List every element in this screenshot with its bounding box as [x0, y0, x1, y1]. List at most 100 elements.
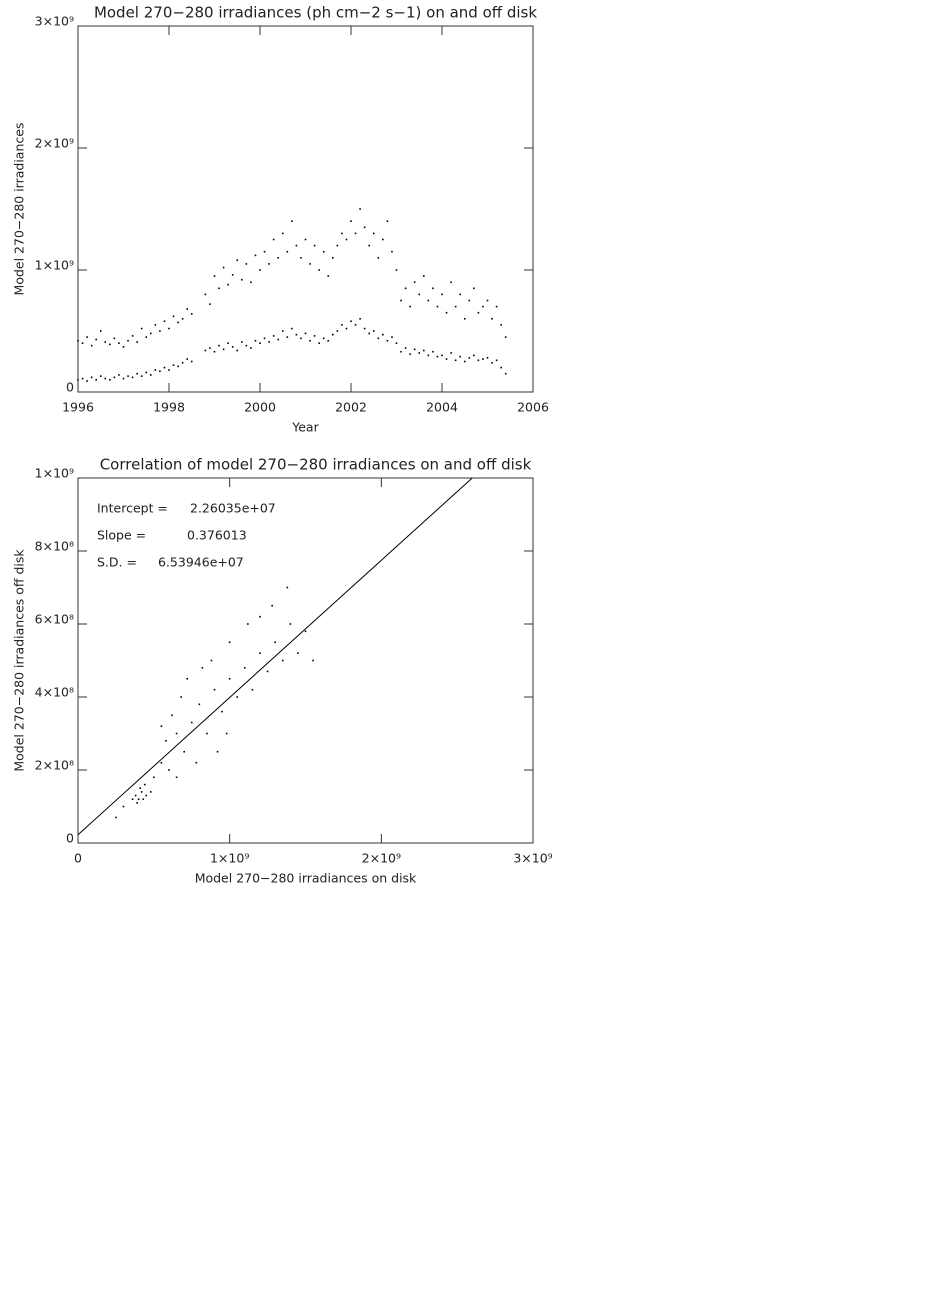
point	[90, 376, 93, 379]
point	[104, 377, 107, 380]
point	[140, 791, 143, 793]
point	[395, 342, 398, 344]
point	[171, 714, 173, 717]
x-tick-label: 2002	[335, 400, 367, 415]
point	[241, 341, 243, 343]
point	[104, 341, 107, 343]
point	[268, 263, 270, 265]
point	[86, 380, 88, 382]
plot-frame	[77, 477, 534, 844]
point	[163, 366, 166, 369]
point	[391, 250, 393, 253]
point	[222, 266, 225, 269]
y-tick-label: 8×10⁸	[35, 539, 74, 554]
point	[504, 372, 507, 375]
x-tick-label: 0	[74, 851, 82, 866]
point	[259, 342, 261, 344]
point	[436, 305, 439, 308]
point	[500, 366, 502, 369]
x-tick-label: 1998	[153, 400, 185, 415]
point	[225, 732, 228, 735]
chart-title: Correlation of model 270−280 irradiances…	[100, 456, 532, 474]
point	[454, 305, 457, 308]
point	[154, 324, 157, 326]
point	[145, 371, 148, 374]
point	[418, 352, 421, 354]
point	[113, 337, 116, 340]
point	[118, 374, 120, 376]
point	[454, 359, 457, 362]
point	[113, 376, 116, 379]
point	[183, 750, 185, 753]
point	[504, 336, 507, 338]
point	[409, 353, 411, 355]
point	[445, 311, 448, 314]
point	[441, 354, 443, 357]
point	[322, 250, 325, 253]
point	[213, 275, 216, 277]
point	[177, 321, 179, 324]
point	[221, 710, 223, 713]
point	[134, 794, 137, 797]
point	[160, 761, 163, 764]
point	[345, 238, 348, 241]
point	[486, 357, 489, 359]
point	[263, 337, 266, 340]
point	[304, 238, 307, 241]
point	[413, 281, 416, 283]
x-axis-label: Year	[291, 420, 319, 435]
chart-title: Model 270−280 irradiances (ph cm−2 s−1) …	[94, 4, 537, 22]
point	[241, 278, 243, 281]
point	[127, 375, 129, 377]
point	[142, 798, 145, 800]
point	[318, 342, 320, 344]
point	[250, 281, 252, 283]
point	[109, 379, 111, 381]
point	[363, 327, 366, 330]
point	[491, 318, 493, 320]
point	[201, 667, 204, 669]
point	[236, 349, 239, 352]
point	[445, 358, 448, 360]
plot-frame	[77, 25, 534, 393]
point	[300, 337, 302, 340]
point	[391, 336, 393, 338]
point	[291, 220, 293, 222]
point	[168, 369, 170, 371]
y-tick-label: 2×10⁸	[35, 758, 74, 773]
point	[271, 604, 273, 607]
point	[213, 350, 216, 353]
point	[159, 330, 161, 332]
point	[186, 308, 188, 310]
point	[175, 776, 178, 779]
point	[159, 370, 161, 373]
point	[160, 725, 163, 727]
point	[281, 330, 284, 332]
point	[309, 339, 311, 342]
point	[95, 379, 97, 381]
point	[140, 327, 143, 330]
point	[118, 342, 120, 344]
point	[150, 374, 152, 376]
point	[350, 320, 352, 323]
x-tick-label: 1996	[62, 400, 94, 415]
point	[251, 688, 254, 691]
point	[145, 794, 148, 797]
point	[175, 732, 178, 735]
point	[286, 336, 289, 338]
point	[336, 244, 339, 247]
point	[345, 327, 348, 330]
point	[297, 652, 299, 654]
point	[341, 324, 343, 326]
point	[450, 281, 452, 283]
point	[268, 341, 270, 343]
point	[313, 335, 316, 337]
point	[177, 365, 179, 368]
point	[368, 332, 370, 335]
point	[289, 623, 292, 625]
point	[468, 357, 471, 359]
point	[332, 257, 334, 259]
point	[272, 238, 275, 241]
point	[318, 269, 320, 271]
point	[354, 324, 357, 326]
